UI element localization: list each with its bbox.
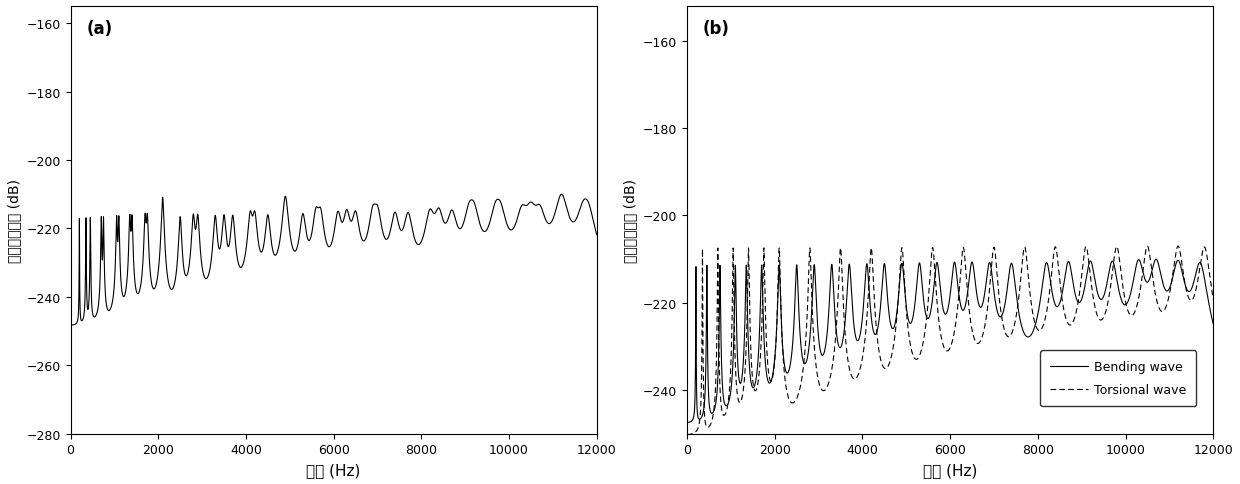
Bending wave [682,420,697,425]
Torsional wave [712,323,727,329]
X-axis label: 频率 (Hz): 频率 (Hz) [923,462,977,477]
Bending wave [1178,283,1193,288]
Torsional wave [1171,243,1185,249]
X-axis label: 频率 (Hz): 频率 (Hz) [306,462,361,477]
Torsional wave [937,346,952,351]
Bending wave [702,397,717,403]
Text: (a): (a) [87,20,113,38]
Text: (b): (b) [703,20,730,38]
Y-axis label: 频率响应函数 (dB): 频率响应函数 (dB) [7,179,21,262]
Legend: Bending wave, Torsional wave: Bending wave, Torsional wave [1040,350,1197,406]
Line: Torsional wave: Torsional wave [687,246,1213,435]
Torsional wave [1205,297,1220,302]
Torsional wave [682,432,697,438]
Torsional wave [680,432,694,438]
Line: Bending wave: Bending wave [687,259,1213,423]
Y-axis label: 频率响应函数 (dB): 频率响应函数 (dB) [624,179,637,262]
Torsional wave [782,399,797,405]
Bending wave [1205,321,1220,327]
Bending wave [680,420,694,425]
Bending wave [1148,257,1163,262]
Bending wave [712,353,727,359]
Torsional wave [1178,283,1193,289]
Bending wave [937,310,952,316]
Bending wave [782,362,797,368]
Torsional wave [702,424,717,430]
